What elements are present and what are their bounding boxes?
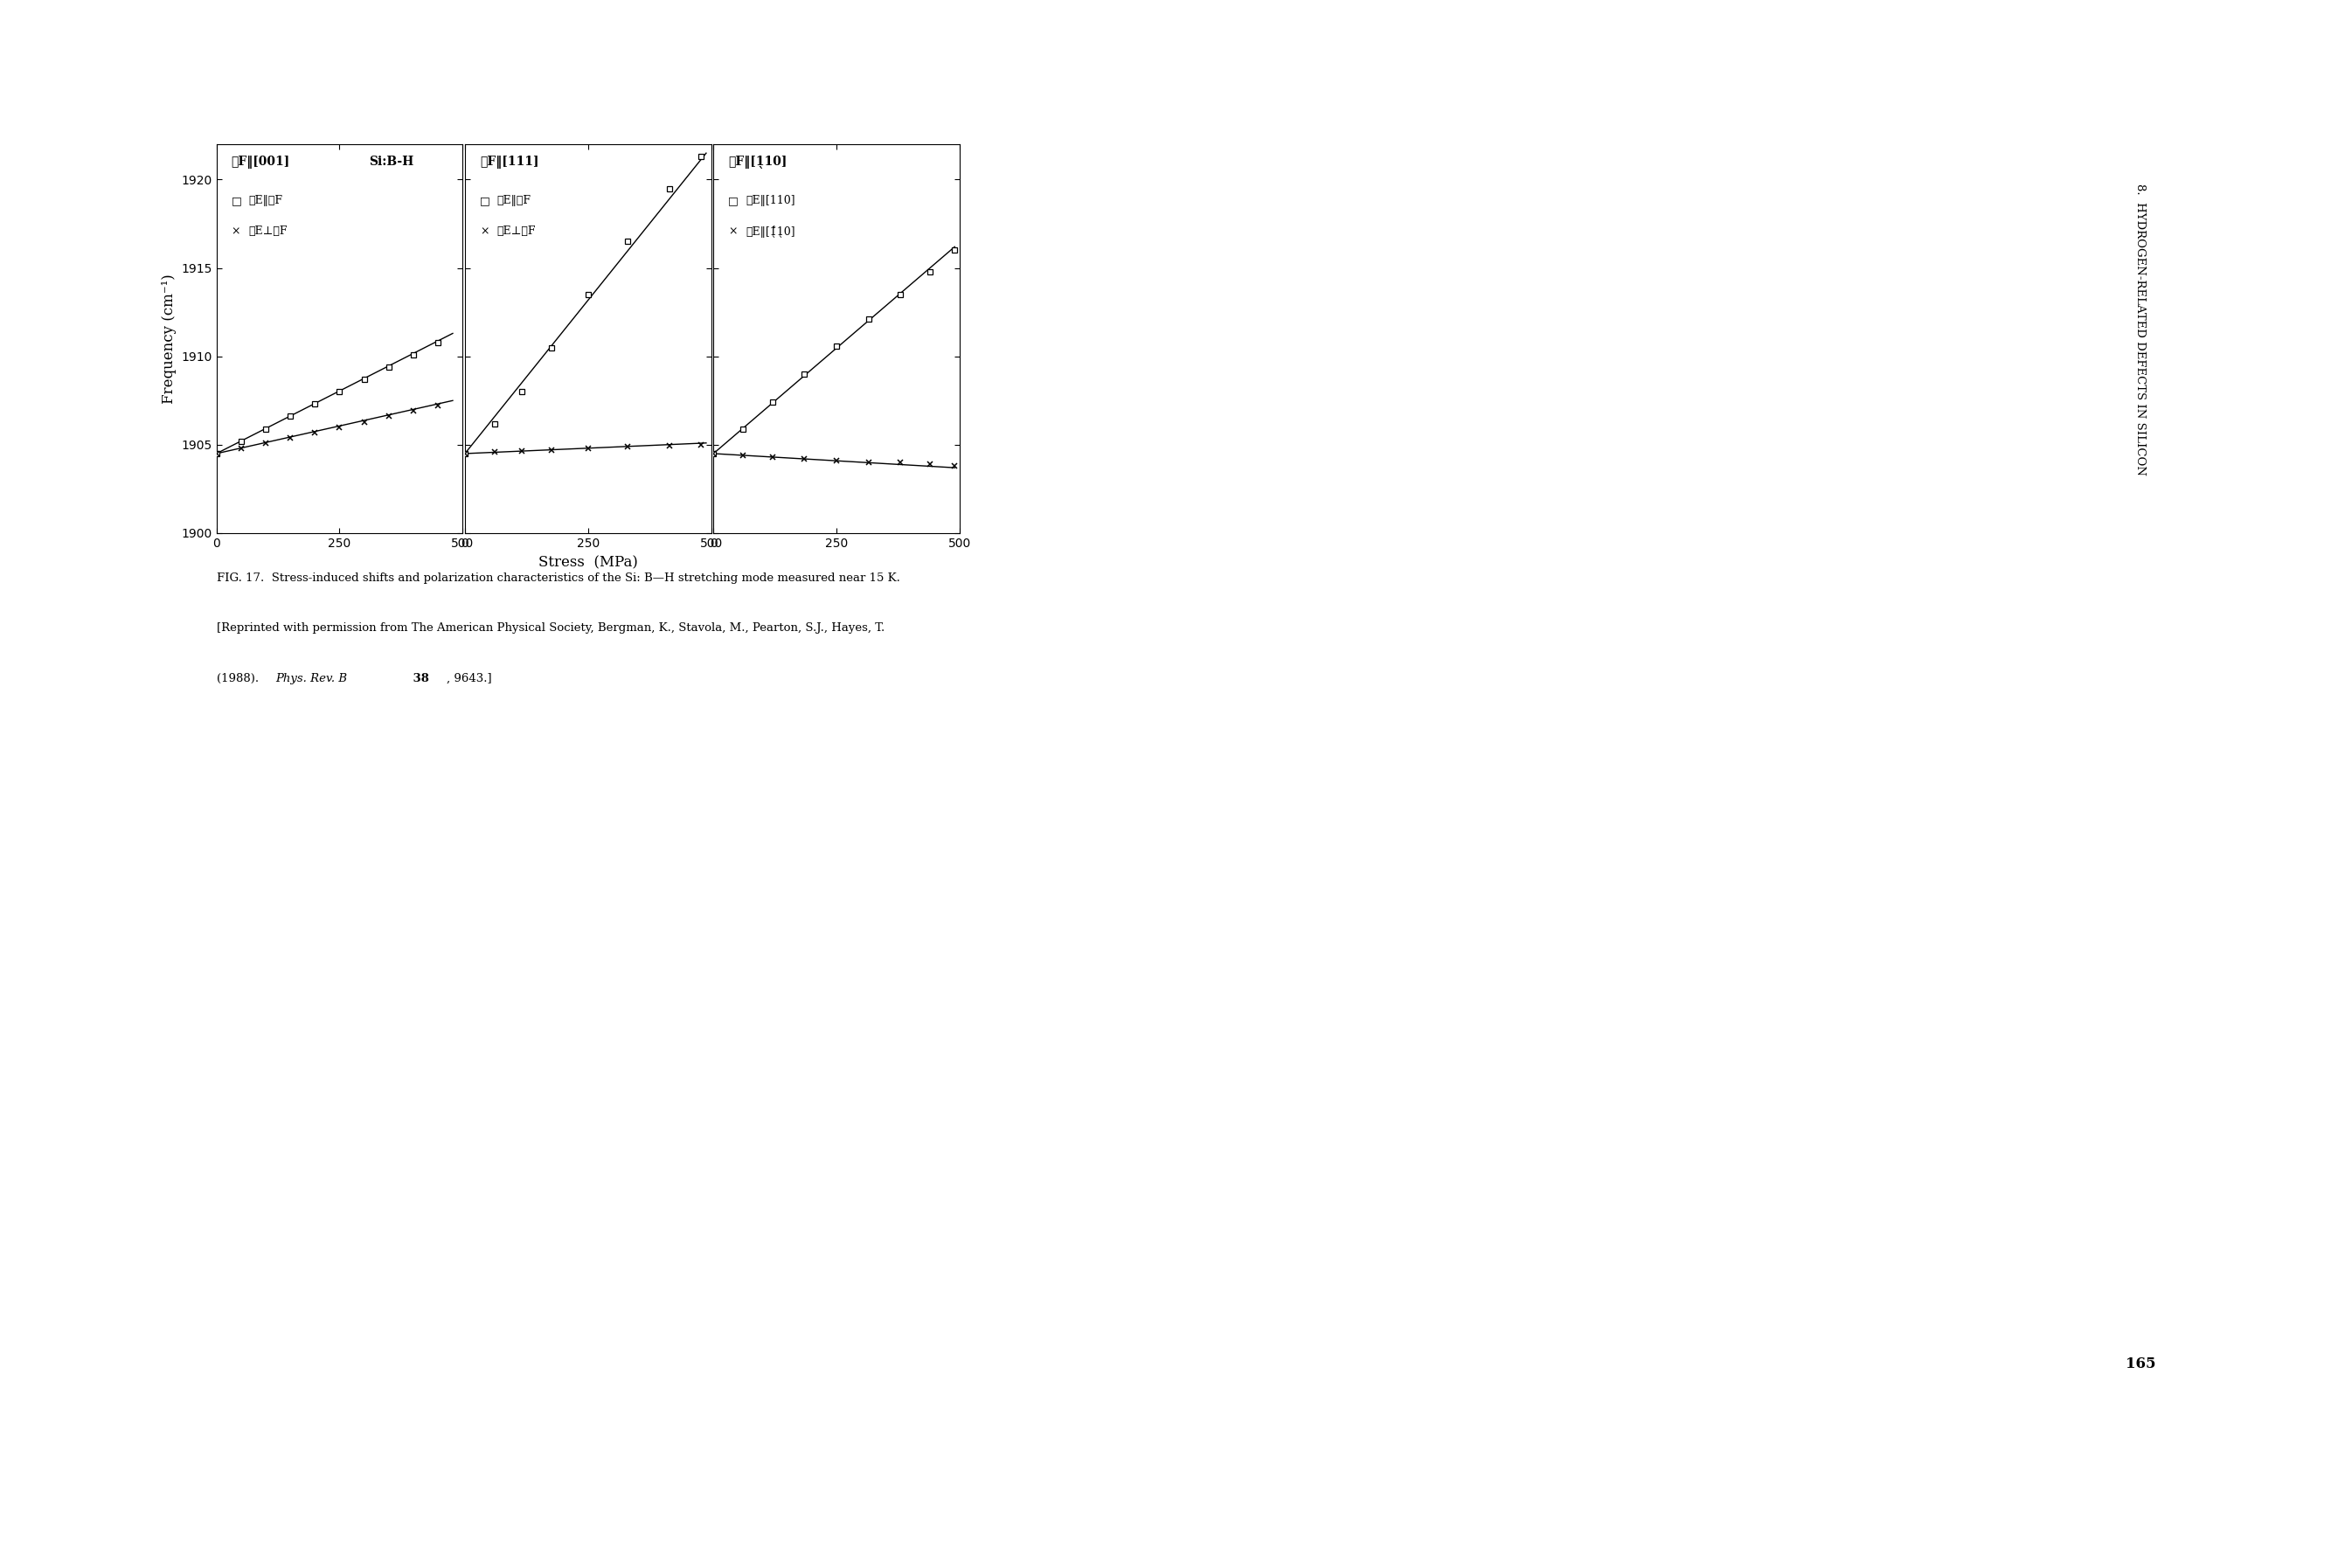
Text: ⃗E‖[110]: ⃗E‖[110] (746, 194, 795, 205)
Text: ×: × (480, 226, 489, 237)
Text: □: □ (230, 194, 242, 205)
Text: 38: 38 (409, 673, 430, 684)
Text: ⃗E⊥⃗F: ⃗E⊥⃗F (249, 226, 287, 237)
Y-axis label: Frequency (cm⁻¹): Frequency (cm⁻¹) (162, 274, 176, 403)
Text: 8.  HYDROGEN-RELATED DEFECTS IN SILICON: 8. HYDROGEN-RELATED DEFECTS IN SILICON (2136, 183, 2145, 475)
Text: (1988).: (1988). (216, 673, 261, 684)
Text: Phys. Rev. B: Phys. Rev. B (275, 673, 348, 684)
X-axis label: Stress  (MPa): Stress (MPa) (539, 555, 637, 571)
Text: ⃗E‖⃗F: ⃗E‖⃗F (496, 194, 532, 205)
Text: ⃗F‖[111]: ⃗F‖[111] (480, 155, 539, 169)
Text: □: □ (729, 194, 739, 205)
Text: ⃗F‖[1̖10]: ⃗F‖[1̖10] (729, 155, 788, 169)
Text: ⃗F‖[001]: ⃗F‖[001] (230, 155, 289, 169)
Text: , 9643.]: , 9643.] (447, 673, 492, 684)
Text: □: □ (480, 194, 489, 205)
Text: ⃗E⊥⃗F: ⃗E⊥⃗F (496, 226, 536, 237)
Text: [Reprinted with permission from The American Physical Society, Bergman, K., Stav: [Reprinted with permission from The Amer… (216, 622, 884, 633)
Text: ×: × (230, 226, 240, 237)
Text: FIG. 17.  Stress-induced shifts and polarization characteristics of the Si: B—H : FIG. 17. Stress-induced shifts and polar… (216, 572, 901, 583)
Text: Si:B-H: Si:B-H (369, 155, 414, 168)
Text: ×: × (729, 226, 739, 237)
Text: ⃗E‖⃗F: ⃗E‖⃗F (249, 194, 282, 205)
Text: 165: 165 (2126, 1356, 2154, 1372)
Text: ⃗E‖[1̖̐1̖0]: ⃗E‖[1̖̐1̖0] (746, 226, 795, 238)
